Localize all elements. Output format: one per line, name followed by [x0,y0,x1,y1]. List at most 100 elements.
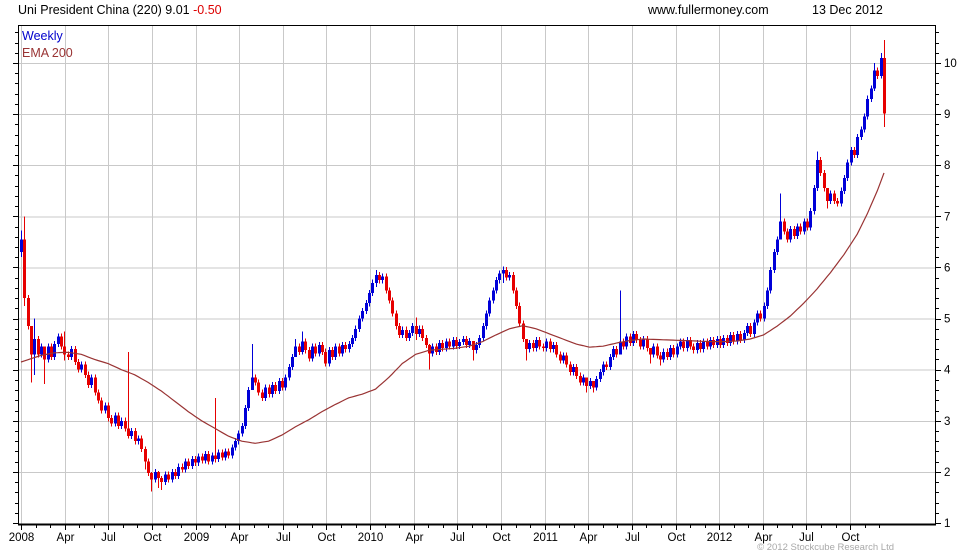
candle-up [850,149,853,163]
candle-down [629,336,632,344]
candle-down [699,343,702,350]
candle-up [354,328,357,338]
candle-up [776,239,779,253]
candle-down [214,455,217,460]
x-tick-label: Jul [625,532,640,544]
candle-up [766,290,769,306]
candle-down [77,362,80,370]
candle-up [612,349,615,357]
candle-down [331,350,334,357]
candle-up [880,57,883,76]
candle-down [405,329,408,338]
candle-down [726,337,729,344]
candle-down [324,351,327,364]
y-tick-label: 4 [944,365,951,377]
candle-down [117,415,120,426]
candle-down [425,337,428,346]
y-tick-label: 1 [944,518,950,530]
y-tick-label: 7 [944,211,950,223]
candle-down [522,323,525,339]
candle-up [211,455,214,462]
candle-down [799,226,802,232]
candle-down [786,231,789,240]
candle-down [124,420,127,429]
y-tick-label: 5 [944,314,950,326]
candle-down [140,438,143,449]
candle-down [308,350,311,359]
candle-down [27,298,30,327]
candle-down [836,201,839,204]
candle-up [47,346,50,360]
candle-down [167,474,170,480]
candle-up [702,341,705,350]
candle-up [311,346,314,359]
candle-up [789,229,792,240]
x-tick-label: Oct [144,532,163,544]
candle-down [100,400,103,411]
candle-up [870,88,873,99]
candle-up [452,340,455,347]
candle-down [635,333,638,341]
candle-down [532,343,535,349]
candle-down [391,300,394,314]
candle-down [274,385,277,392]
candle-down [257,382,260,393]
candle-down [569,364,572,373]
candle-up [478,337,481,346]
chart-title: Uni President China (220) 9.01 -0.50 [18,3,222,17]
x-tick-label: 2009 [184,532,210,544]
x-tick-label: Jul [450,532,465,544]
candle-down [826,188,829,201]
candle-down [585,377,588,387]
candle-down [281,380,284,388]
candle-down [37,339,40,355]
candle-up [669,348,672,357]
candle-up [736,333,739,342]
candle-down [575,367,578,376]
candle-down [147,461,150,473]
candle-down [441,343,444,349]
candle-up [90,377,93,385]
candle-down [793,229,796,236]
candle-down [144,448,147,462]
candle-down [254,377,257,383]
candle-down [160,478,163,483]
candle-down [689,340,692,347]
candle-up [813,188,816,212]
candle-down [659,355,662,360]
candle-down [298,346,301,352]
candle-down [732,334,735,342]
candle-up [562,355,565,361]
candle-up [154,471,157,480]
candle-up [642,339,645,347]
candle-up [328,350,331,364]
y-tick-label: 6 [944,262,950,274]
candle-up [288,367,291,378]
candle-down [127,428,130,437]
candle-down [555,345,558,355]
candle-down [181,466,184,470]
candle-up [729,334,732,344]
candle-down [876,70,879,76]
candle-up [843,178,846,191]
candle-up [231,447,234,456]
x-tick-label: Jul [276,532,291,544]
candle-up [595,378,598,388]
candle-down [30,326,33,355]
candle-up [334,346,337,357]
candle-up [572,367,575,373]
candle-down [883,57,886,114]
candle-up [237,433,240,442]
copyright-label: © 2012 Stockcube Research Ltd [757,542,894,553]
candle-down [174,471,177,476]
candle-up [743,332,746,341]
candle-down [74,349,77,362]
candle-down [549,341,552,350]
candle-up [244,408,247,426]
candle-down [207,454,210,462]
candle-down [227,451,230,456]
candle-down [565,355,568,365]
y-tick-label: 2 [944,467,950,479]
candle-up [498,273,501,281]
